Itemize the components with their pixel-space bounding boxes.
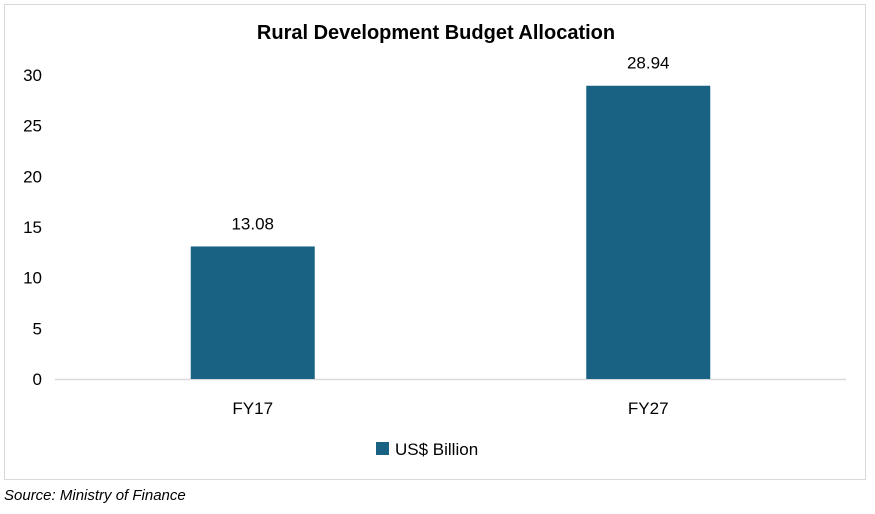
y-tick-label: 5: [33, 319, 42, 338]
bar-fy17: [190, 246, 315, 379]
bars-group: [190, 85, 711, 379]
data-label-fy27: 28.94: [627, 54, 670, 73]
category-labels-group: FY17 FY27: [232, 399, 668, 418]
data-label-fy17: 13.08: [231, 214, 274, 233]
y-axis-ticks: 0 5 10 15 20 25 30: [23, 66, 42, 389]
chart-title: Rural Development Budget Allocation: [257, 22, 615, 44]
legend: US$ Billion: [376, 440, 478, 459]
y-tick-label: 30: [23, 66, 42, 85]
y-tick-label: 15: [23, 218, 42, 237]
category-label-fy27: FY27: [628, 399, 669, 418]
y-tick-label: 20: [23, 167, 42, 186]
y-tick-label: 10: [23, 269, 42, 288]
data-labels-group: 13.08 28.94: [231, 54, 669, 234]
y-tick-label: 0: [33, 370, 42, 389]
bar-fy27: [586, 85, 711, 379]
y-tick-label: 25: [23, 117, 42, 136]
legend-swatch: [376, 442, 389, 455]
chart-frame: [4, 4, 866, 480]
category-label-fy17: FY17: [232, 399, 273, 418]
source-note: Source: Ministry of Finance: [4, 487, 186, 504]
legend-label: US$ Billion: [395, 440, 478, 459]
